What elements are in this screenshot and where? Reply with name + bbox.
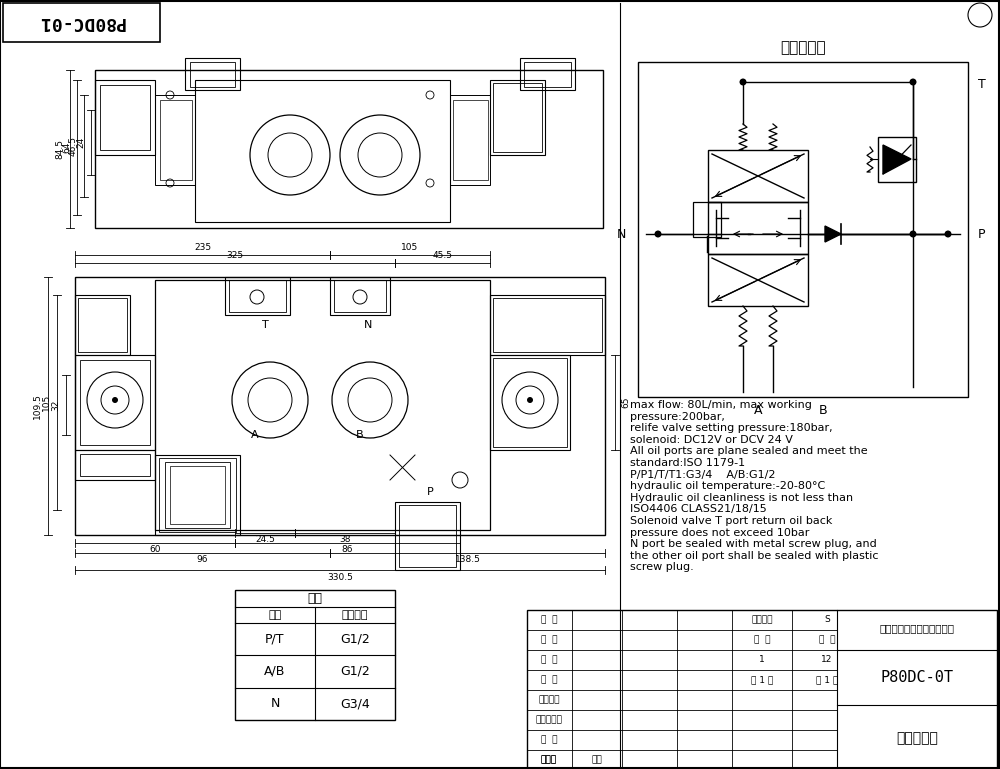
Text: T: T [262,320,268,330]
Text: 330.5: 330.5 [327,572,353,581]
Text: 描  图: 描 图 [541,655,557,664]
Text: 审  批: 审 批 [541,735,557,744]
Text: 325: 325 [226,251,244,261]
Text: N: N [270,697,280,711]
Text: 65: 65 [621,397,630,408]
Text: 校  对: 校 对 [541,675,557,684]
Text: P: P [427,487,433,497]
Circle shape [740,78,746,85]
Text: 86: 86 [342,545,353,554]
Text: 一联多路阀: 一联多路阀 [896,731,938,745]
Text: 45.5: 45.5 [432,251,452,261]
Text: 46.5: 46.5 [69,136,78,156]
Text: 贺纹规格: 贺纹规格 [342,610,368,620]
Text: 签批人: 签批人 [541,755,557,764]
Text: 工艺检查: 工艺检查 [538,695,560,704]
Polygon shape [883,145,911,174]
Text: 第 1 张: 第 1 张 [816,675,838,684]
Text: 138.5: 138.5 [455,555,480,564]
Text: 制  图: 制 图 [541,635,557,644]
Text: max flow: 80L/min, max working
pressure:200bar,
relife valve setting pressure:18: max flow: 80L/min, max working pressure:… [630,400,879,572]
Text: P80DC-01: P80DC-01 [38,13,124,31]
Text: S: S [824,615,830,624]
Circle shape [654,231,662,238]
Text: 液压原理图: 液压原理图 [780,41,826,55]
Text: 12: 12 [821,655,833,664]
Text: 设  计: 设 计 [541,615,557,624]
Circle shape [527,397,533,403]
Text: 签批人: 签批人 [541,755,557,764]
Text: 1: 1 [759,655,765,664]
Circle shape [910,231,916,238]
Text: 60: 60 [149,545,161,554]
Text: 数  量: 数 量 [754,635,770,644]
Text: 38: 38 [339,535,351,544]
Text: 64: 64 [62,141,71,153]
Text: A/B: A/B [264,665,286,678]
Text: A: A [251,430,259,440]
Text: P: P [978,228,986,241]
Text: P/T: P/T [265,633,285,646]
Circle shape [112,397,118,403]
Text: 共 1 张: 共 1 张 [751,675,773,684]
Text: G3/4: G3/4 [340,697,370,711]
Text: G1/2: G1/2 [340,665,370,678]
Text: 24.5: 24.5 [255,535,275,544]
Text: 32: 32 [51,399,60,411]
Text: T: T [978,78,986,91]
Text: 96: 96 [197,555,208,564]
Text: G1/2: G1/2 [340,633,370,646]
Text: N: N [364,320,372,330]
Text: 阀体: 阀体 [308,592,322,605]
Text: 105: 105 [401,244,419,252]
Text: 接口: 接口 [268,610,282,620]
Text: 山东奧山液压科技有限公司: 山东奧山液压科技有限公司 [880,623,954,633]
Text: 印章: 印章 [592,755,602,764]
Text: N: N [617,228,626,241]
Text: B: B [819,404,827,418]
Text: 84.5: 84.5 [55,139,64,159]
Text: 24: 24 [76,137,85,148]
Text: A: A [754,404,762,418]
Text: 105: 105 [42,394,51,411]
Text: 109.5: 109.5 [33,393,42,419]
Circle shape [910,78,916,85]
Circle shape [944,231,952,238]
Polygon shape [825,226,841,242]
Text: P80DC-0T: P80DC-0T [881,671,954,685]
Text: 比  例: 比 例 [819,635,835,644]
Text: 235: 235 [194,244,211,252]
Text: 标准化检查: 标准化检查 [536,715,562,724]
Text: 图样标记: 图样标记 [751,615,773,624]
Text: B: B [356,430,364,440]
